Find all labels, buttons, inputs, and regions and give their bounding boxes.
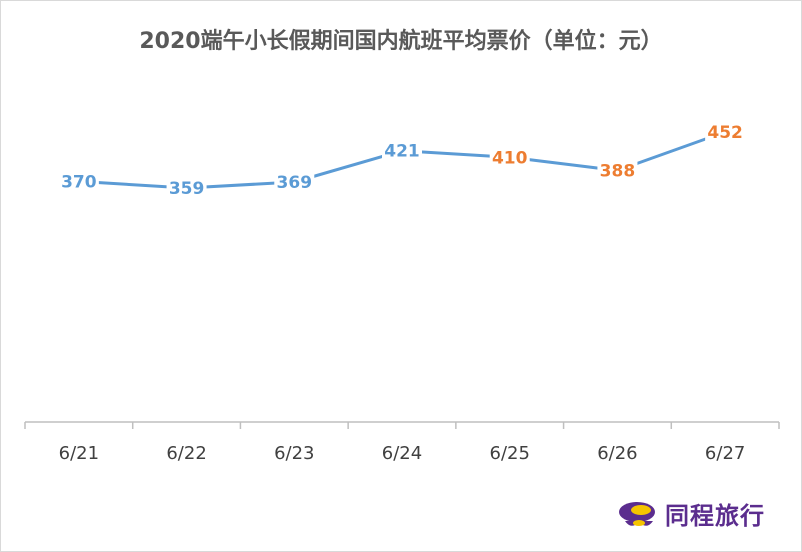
x-tick-labels: 6/21 6/22 6/23 6/24 6/25 6/26 6/27	[59, 443, 746, 464]
brand-logo: 同程旅行	[617, 496, 765, 531]
brand-name: 同程旅行	[665, 502, 765, 530]
data-label: 388	[600, 162, 636, 182]
data-label: 421	[384, 142, 420, 162]
data-label-background	[489, 145, 530, 168]
data-label-background	[705, 120, 746, 142]
data-label: 452	[707, 123, 743, 143]
x-tick-label: 6/26	[597, 443, 637, 464]
x-tick-label: 6/25	[490, 443, 530, 464]
data-label-background	[597, 158, 638, 181]
data-label: 410	[492, 148, 528, 168]
data-label-background	[274, 169, 315, 192]
x-axis	[24, 421, 780, 429]
x-tick-label: 6/22	[166, 443, 206, 464]
data-label-background	[58, 169, 99, 192]
data-label: 369	[277, 173, 313, 193]
chart-title: 2020端午小长假期间国内航班平均票价（单位：元）	[139, 29, 663, 54]
x-tick-label: 6/27	[705, 443, 745, 464]
data-label-background	[382, 138, 422, 161]
data-label-background	[166, 176, 207, 198]
x-tick-label: 6/23	[274, 443, 314, 464]
data-label: 370	[61, 172, 97, 192]
brand-logo-icon	[619, 501, 655, 526]
x-tick-label: 6/21	[59, 443, 99, 464]
data-label-layer: 370 359 369 421 410 388 452	[58, 120, 746, 199]
data-label: 359	[169, 179, 205, 199]
x-tick-label: 6/24	[382, 443, 422, 464]
